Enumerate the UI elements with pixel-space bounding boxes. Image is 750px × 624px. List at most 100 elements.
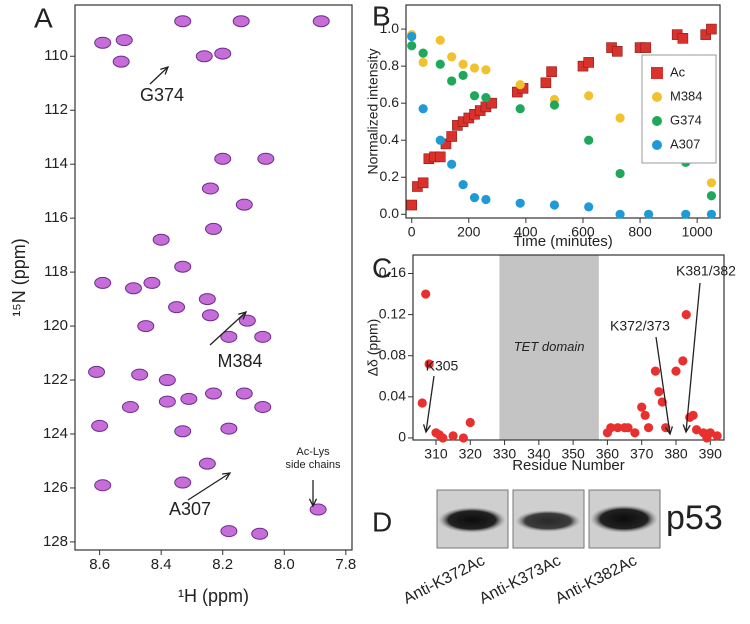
panel-label: A [34,2,53,33]
x-tick-label: 370 [630,446,654,462]
lane-label: Anti-K382Ac [553,552,640,608]
y-tick-label: 128 [43,533,68,550]
y-axis-label: ¹⁵N (ppm) [9,238,29,316]
arrow-head [221,472,232,481]
panel-label: D [372,506,392,537]
point [615,209,625,219]
point [640,410,650,420]
point [469,63,480,73]
protein-label: p53 [666,499,723,537]
point [418,57,428,68]
x-tick-label: 8.6 [89,556,110,573]
point [706,178,717,188]
point [650,366,661,376]
panel-label: C [372,252,392,283]
point [406,199,418,211]
x-tick-label: 350 [561,446,585,462]
x-axis-label: ¹H (ppm) [178,586,249,606]
point [549,200,560,210]
peak [254,401,272,414]
annotation-arrow [655,336,671,435]
peak [94,479,112,492]
point [435,35,445,45]
peak [143,276,161,289]
arrow-head [682,424,691,434]
y-tick-label: 116 [44,209,68,226]
point [705,428,715,438]
legend-marker [652,92,662,102]
peak [205,387,222,400]
point [515,198,525,208]
peak [121,401,139,414]
blot-band [515,510,581,532]
peak [251,527,269,540]
point [481,194,491,205]
peak [254,330,272,343]
peak [235,198,253,211]
point [407,31,417,42]
legend-label: G374 [670,112,702,127]
point [481,93,491,103]
x-tick-label: 8.0 [274,556,295,573]
point [671,366,681,376]
point [644,209,654,219]
point [611,46,623,57]
blot-panel: D p53 Anti-K372Ac Anti-K373Ac Anti-K382A… [372,489,723,608]
peak [235,387,253,400]
peak [115,34,133,47]
point [417,177,429,189]
plot-frame [74,4,353,551]
annotation: Ac-Lys [296,446,330,458]
arrow-head [238,310,248,320]
x-tick-label: 400 [514,224,538,240]
point [418,104,428,114]
arrow-head [308,498,318,508]
x-tick-label: 8.2 [212,556,233,573]
point [606,423,616,433]
point [515,104,525,114]
peak [152,233,170,246]
annotation: G374 [140,85,184,105]
point [681,209,691,219]
peak [94,276,112,289]
x-tick-label: 1000 [682,224,713,240]
annotation-arrow [685,282,701,433]
y-tick-label: 0.12 [379,305,406,321]
peak [201,309,219,322]
point [465,417,475,428]
y-tick-label: 0.0 [380,205,400,221]
annotation-arrow [187,472,231,501]
point [654,387,664,397]
x-tick-label: 600 [571,224,595,240]
y-tick-label: 122 [43,371,68,388]
y-tick-label: 118 [44,263,68,280]
y-tick-label: 114 [44,155,68,172]
y-tick-label: 112 [44,101,68,118]
annotation: A307 [169,499,211,519]
peak [214,47,232,60]
peak [137,320,155,333]
y-tick-label: 0 [398,429,406,445]
arrow-head [160,65,170,75]
point [630,428,640,438]
y-tick-label: 0.4 [380,131,400,147]
x-tick-label: 320 [459,446,483,462]
point [643,423,654,433]
point [407,41,417,51]
peak [205,222,222,235]
x-axis-label: Residue Number [512,457,625,474]
peak [198,457,216,470]
point [549,100,560,110]
y-tick-label: 120 [43,317,68,334]
point [434,151,446,163]
point [458,180,468,190]
y-tick-label: 1.0 [380,20,400,36]
chart-panel: 0 200 400 600 800 1000 0.0 0.2 0.4 0.6 0.8 1.0 Time … [365,0,721,250]
peak [195,50,213,63]
point [435,59,445,69]
chart-panel: TET domain 310 320 330 340 350 360 370 380 390 0 0.… [365,252,736,474]
peak [174,15,192,28]
legend-label: M384 [670,88,703,103]
peak [220,422,238,435]
